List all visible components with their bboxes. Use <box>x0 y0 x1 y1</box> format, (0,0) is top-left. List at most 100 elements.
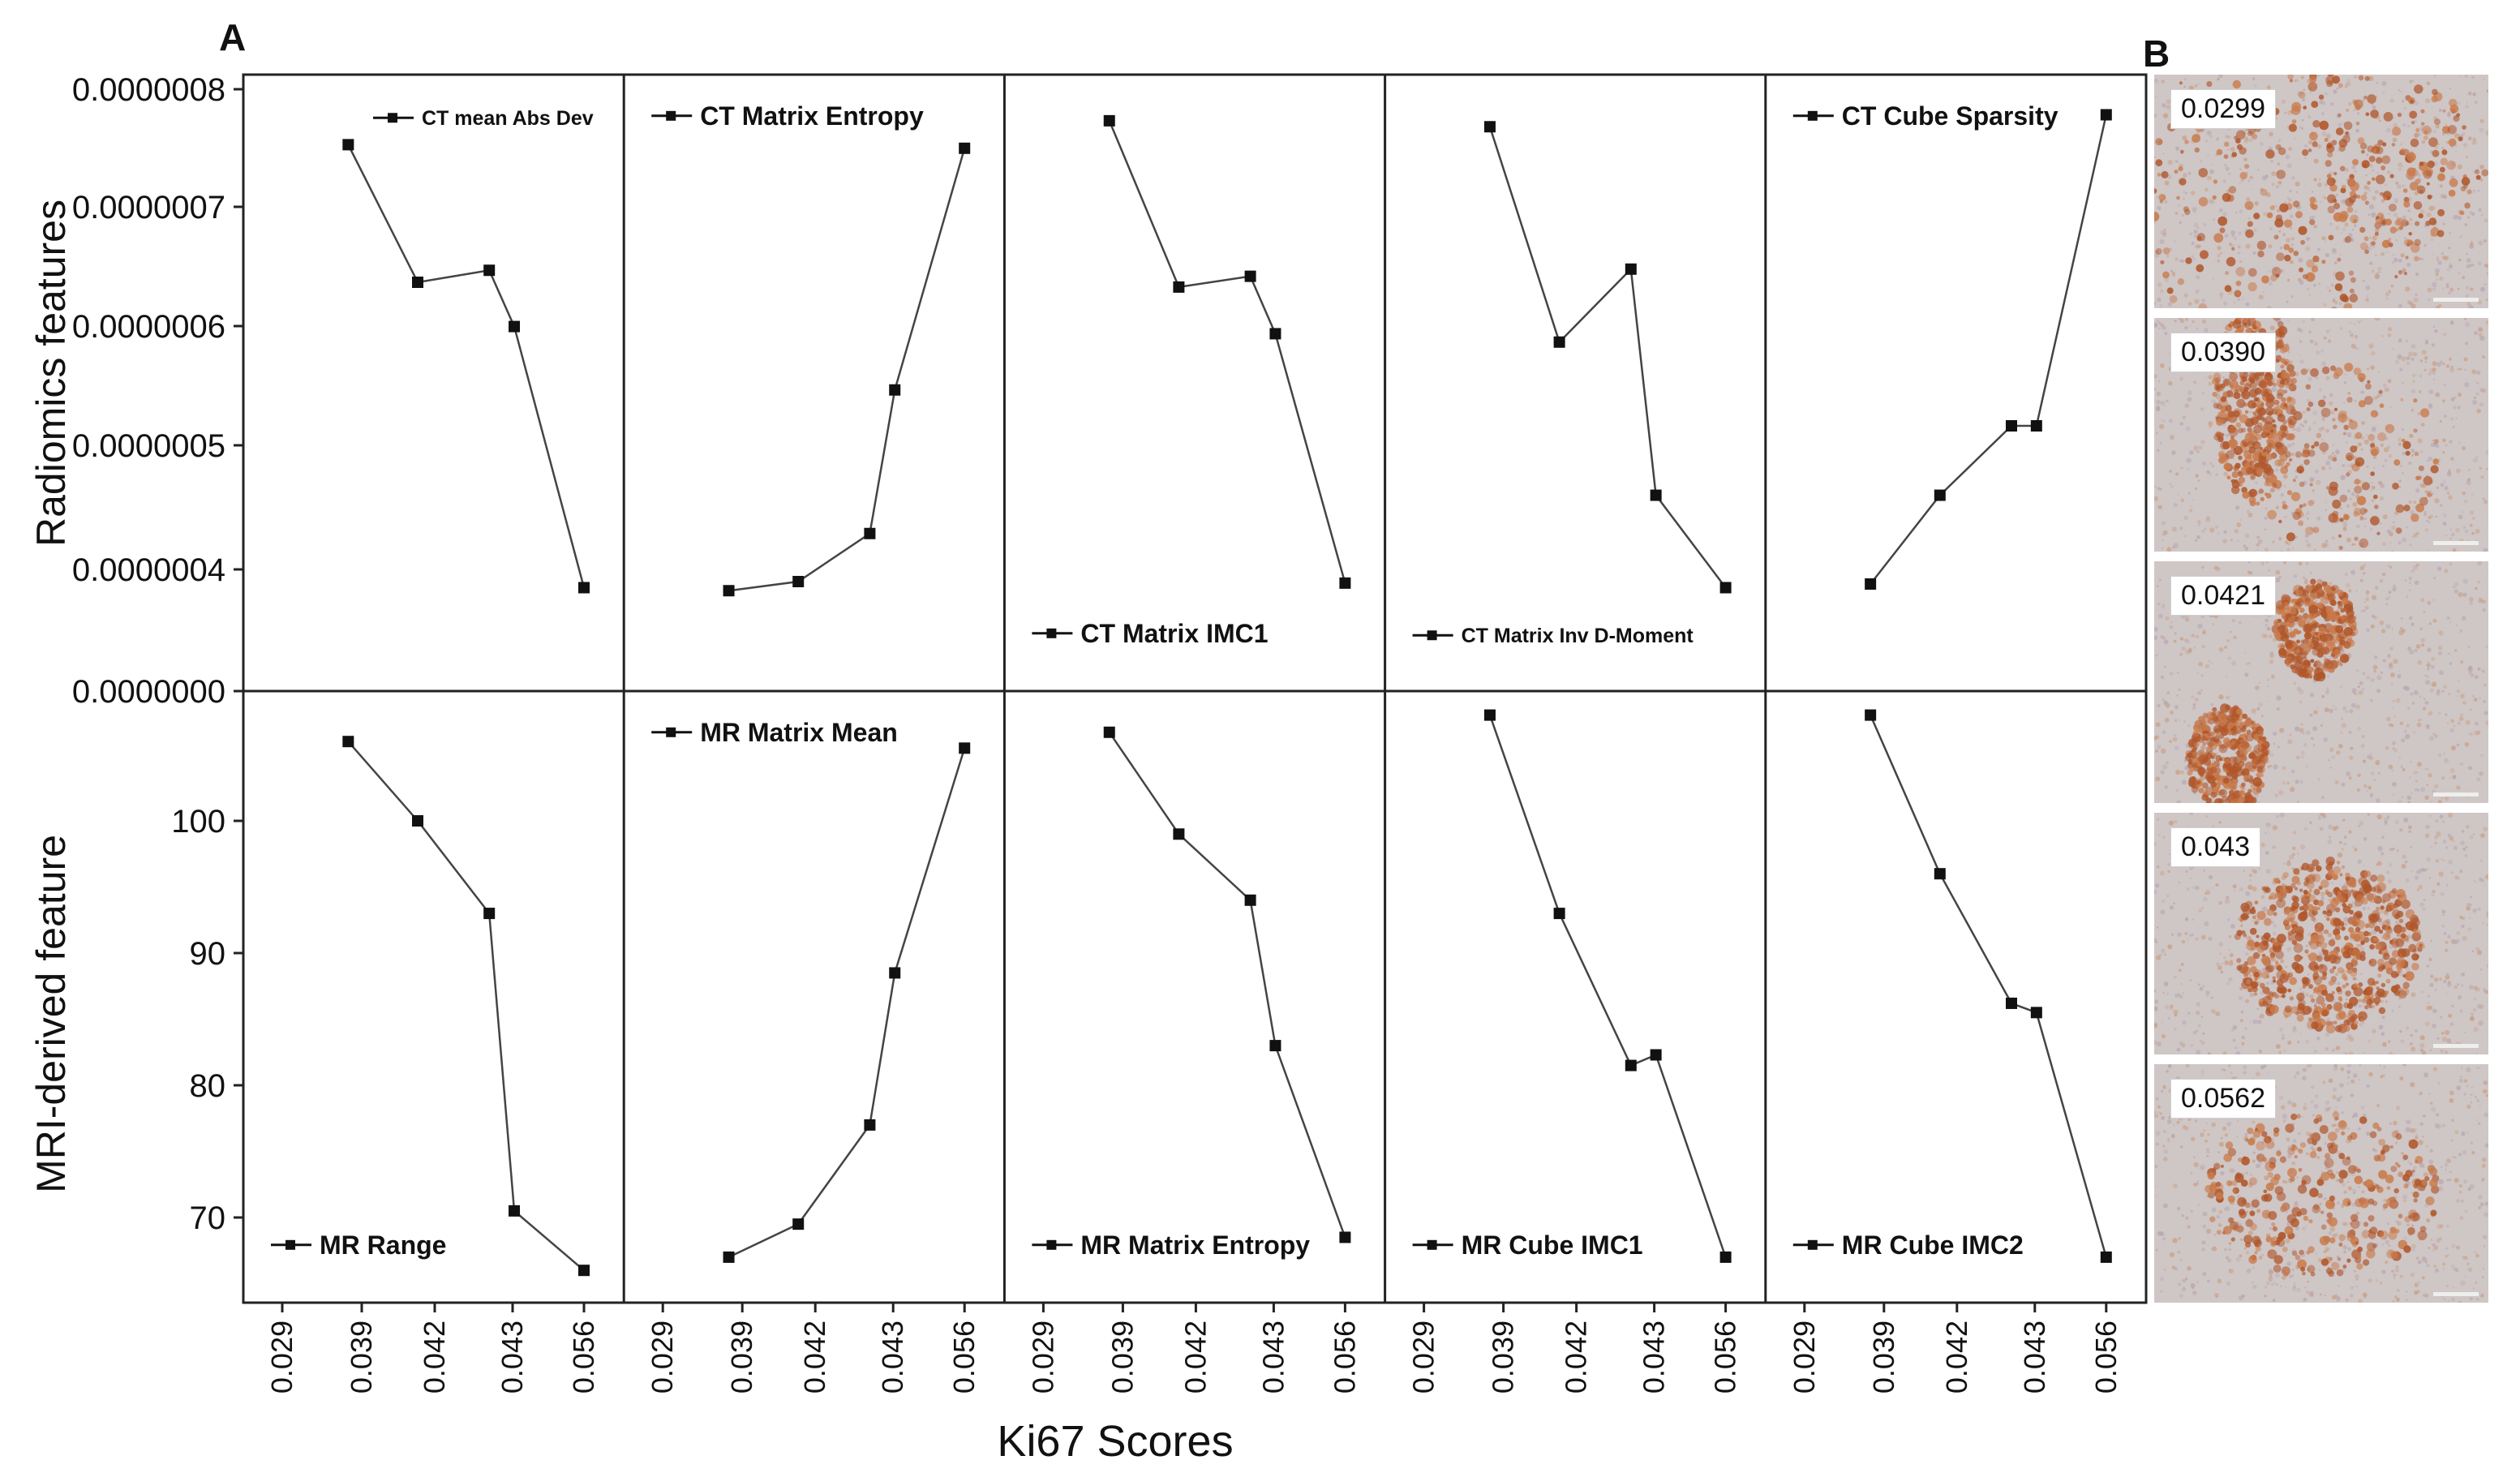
y-tick-label: 0.0000004 <box>72 552 225 588</box>
x-tick-label: 0.056 <box>1328 1321 1361 1394</box>
y-tick-label: 0.0000008 <box>72 72 225 108</box>
series-line <box>1488 126 1727 589</box>
data-point <box>2030 1007 2042 1019</box>
data-point <box>578 1265 590 1277</box>
data-point <box>1173 281 1185 293</box>
x-tick-label: 0.042 <box>418 1321 451 1394</box>
data-point <box>1269 328 1281 340</box>
legend-label: MR Range <box>320 1230 446 1260</box>
series-3: CT Matrix IMC1 <box>1032 114 1351 648</box>
data-point <box>1650 489 1662 501</box>
legend-marker <box>1046 1239 1057 1250</box>
micrograph-2: 0.0390 <box>2154 318 2488 552</box>
y-tick-label: 0.0000000 <box>72 674 225 710</box>
data-point <box>2030 420 2042 432</box>
micrograph-ki67-label: 0.0390 <box>2170 333 2276 372</box>
micrograph-ki67-label: 0.0562 <box>2170 1079 2276 1119</box>
plot-border <box>242 73 2148 1304</box>
data-point <box>1625 1059 1637 1071</box>
panel-label-a: A <box>219 16 246 58</box>
panel-frame <box>242 73 2148 1304</box>
legend-label: CT Matrix Inv D-Moment <box>1462 625 1694 647</box>
y-axis-label-top: Radiomics features <box>28 200 74 547</box>
x-tick-label: 0.043 <box>1638 1321 1671 1394</box>
legend-marker <box>666 727 676 737</box>
x-tick-label: 0.042 <box>1178 1321 1212 1394</box>
x-tick-label: 0.056 <box>947 1321 981 1394</box>
scale-bar <box>2433 541 2479 545</box>
data-point <box>1865 578 1877 590</box>
y-tick-label: 0.0000005 <box>72 428 225 464</box>
x-tick-label: 0.043 <box>496 1321 529 1394</box>
x-tick-label: 0.042 <box>1940 1321 1973 1394</box>
data-point <box>483 264 496 277</box>
micrograph-4: 0.043 <box>2154 813 2488 1054</box>
data-point <box>1865 709 1877 721</box>
legend-marker <box>1427 630 1437 641</box>
micrograph-1: 0.0299 <box>2154 75 2488 308</box>
x-tick-label: 0.039 <box>1867 1321 1900 1394</box>
micrograph-3: 0.0421 <box>2154 561 2488 803</box>
series-8: MR Matrix Entropy <box>1032 726 1351 1260</box>
legend-label: CT Matrix IMC1 <box>1080 619 1268 648</box>
series-4: CT Matrix Inv D-Moment <box>1412 121 1732 647</box>
data-point <box>2006 420 2017 432</box>
x-tick-label: 0.029 <box>646 1321 679 1394</box>
series-5: CT Cube Sparsity <box>1792 101 2112 590</box>
series-line <box>728 148 966 592</box>
y-tick-label: 100 <box>171 804 225 840</box>
data-point <box>959 742 971 754</box>
x-tick-label: 0.043 <box>1256 1321 1290 1394</box>
data-point <box>1339 577 1351 589</box>
ihc-stain-texture <box>2154 75 2488 308</box>
series-line <box>1869 715 2108 1258</box>
data-point <box>2100 109 2112 121</box>
data-point <box>2006 997 2017 1009</box>
data-point <box>959 142 971 154</box>
legend-label: CT mean Abs Dev <box>422 107 594 130</box>
data-point <box>509 320 521 333</box>
data-point <box>1339 1231 1351 1243</box>
data-point <box>412 277 423 288</box>
x-tick-label: 0.056 <box>1709 1321 1742 1394</box>
series-9: MR Cube IMC1 <box>1412 709 1732 1263</box>
series-line <box>347 144 586 588</box>
data-point <box>1269 1040 1281 1052</box>
series-line <box>1870 114 2108 585</box>
scale-bar <box>2433 1292 2479 1296</box>
data-point <box>412 815 423 827</box>
series-7: MR Matrix Mean <box>651 718 971 1263</box>
micrograph-ki67-label: 0.0421 <box>2170 576 2276 616</box>
scale-bar <box>2433 298 2479 302</box>
data-point <box>2100 1251 2112 1263</box>
series-line <box>1488 715 1727 1258</box>
data-point <box>1483 121 1496 133</box>
data-point <box>1244 894 1256 906</box>
legend-label: MR Cube IMC2 <box>1842 1230 2024 1260</box>
series-line <box>1108 732 1346 1238</box>
data-point <box>723 1251 735 1263</box>
legend-label: CT Cube Sparsity <box>1842 101 2059 131</box>
data-point <box>1625 263 1637 275</box>
data-point <box>342 139 354 151</box>
data-point <box>864 527 876 539</box>
axis-ticks: 0.0000008 0.0000007 0.0000006 0.0000005 0.00… <box>72 72 2123 1394</box>
data-point <box>1244 270 1256 282</box>
legend-marker <box>1046 628 1057 638</box>
series-1: CT mean Abs Dev <box>342 107 594 594</box>
data-point <box>1553 908 1565 920</box>
data-point <box>889 384 901 396</box>
micrograph-5: 0.0562 <box>2154 1064 2488 1303</box>
y-tick-label: 0.0000007 <box>72 190 225 225</box>
series-line <box>1108 120 1346 584</box>
data-point <box>578 582 590 594</box>
data-point <box>1553 336 1565 348</box>
x-tick-label: 0.039 <box>1487 1321 1520 1394</box>
x-tick-label: 0.039 <box>345 1321 378 1394</box>
legend-marker <box>666 110 676 121</box>
x-tick-label: 0.042 <box>1560 1321 1593 1394</box>
legend-marker <box>1807 1239 1818 1250</box>
data-point <box>1103 114 1115 127</box>
legend-label: MR Matrix Mean <box>700 718 898 747</box>
data-point <box>1934 868 1946 880</box>
